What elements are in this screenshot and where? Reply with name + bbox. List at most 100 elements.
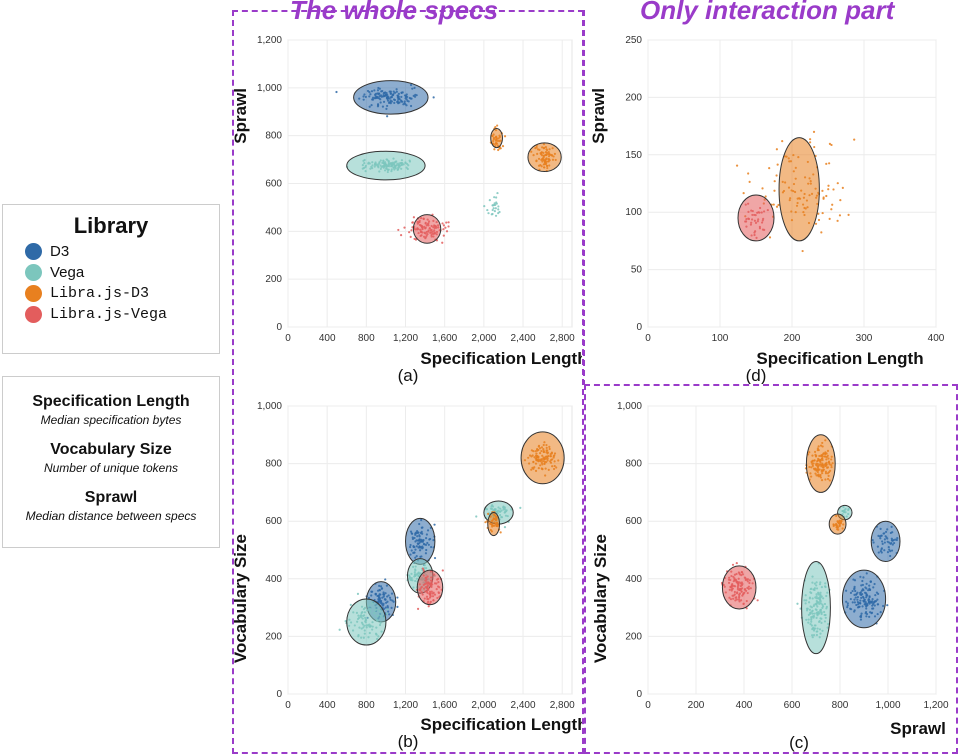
x-tick-label: 100 [712,333,729,344]
x-axis-label: Specification Length [420,349,582,368]
data-point [776,163,779,166]
data-point [397,228,400,232]
data-point [777,203,780,207]
data-point [442,228,445,231]
data-point [386,115,389,118]
data-point [447,225,450,228]
data-point [498,210,501,214]
data-point [828,162,831,165]
data-point [356,592,360,595]
legend-swatch-vega [25,264,42,281]
data-point [827,188,830,191]
x-axis-label: Sprawl [890,719,946,738]
x-tick-label: 400 [319,333,336,344]
x-tick-label: 1,200 [393,700,418,711]
cluster-hull [490,127,503,149]
data-point [839,199,842,202]
data-point [731,563,735,566]
y-tick-label: 50 [631,265,643,276]
x-tick-label: 0 [645,333,651,344]
data-point [442,224,445,227]
series-d3 [841,520,901,629]
data-point [441,569,444,572]
data-point [764,195,767,198]
legend-title: Library [73,213,149,238]
data-point [413,237,416,241]
data-point [427,605,430,608]
data-point [821,189,824,192]
data-point [825,194,828,198]
chart-d: 0 100 200 300 400 0 50 100 150 200 250 Specificatio… [589,35,945,384]
data-point [422,569,425,572]
data-point [748,180,751,184]
cluster-hull [737,194,775,242]
y-tick-label: 0 [636,322,642,333]
cluster-hull [801,561,831,655]
data-point [497,208,500,211]
series-libra-js-vega [737,194,775,242]
chart-a: 0 400 800 1,200 1,600 2,000 2,400 2,800 0 200 400 6… [232,35,582,385]
data-point [445,221,448,224]
data-point [386,608,389,611]
legend-label-vega: Vega [50,264,85,281]
x-tick-label: 2,800 [550,700,575,711]
data-point [809,141,812,144]
y-tick-label: 200 [265,631,282,642]
panel-caption: (a) [398,366,419,385]
x-tick-label: 800 [358,700,375,711]
legend: Library D3 Vega Libra.js-D3 Libra.js-Veg… [2,204,220,354]
legend-item-libra-d3: Libra.js-D3 [25,285,219,302]
chart-b: 0 400 800 1,200 1,600 2,000 2,400 2,800 0 200 400 6… [232,401,582,751]
definition-term-spec-length: Specification Length [32,393,190,410]
data-point [827,184,830,187]
legend-swatch-libra-d3 [25,285,42,302]
x-tick-label: 0 [285,333,291,344]
data-point [772,203,775,206]
y-axis-label: Vocabulary Size [232,534,250,663]
data-point [781,140,784,143]
data-point [796,602,799,605]
data-point [503,135,507,138]
y-axis-label: Vocabulary Size [591,534,610,663]
data-point [830,208,833,211]
cluster-hull [353,80,429,115]
legend-item-vega: Vega [25,264,219,281]
data-point [501,144,505,148]
data-point [735,164,739,167]
y-tick-label: 200 [625,92,642,103]
data-point [742,192,745,195]
x-tick-label: 200 [688,700,705,711]
data-point [497,148,500,152]
y-tick-label: 1,000 [617,401,642,412]
data-point [773,180,776,183]
data-point [841,186,844,189]
data-point [447,221,450,224]
cluster-hull [487,512,501,537]
data-point [773,189,776,192]
data-point [433,523,436,526]
data-point [494,126,497,129]
data-point [817,218,821,222]
legend-label-d3: D3 [50,243,70,260]
data-point [822,196,825,199]
definition-term-vocab-size: Vocabulary Size [50,441,172,458]
x-tick-label: 2,000 [471,333,496,344]
x-tick-label: 2,000 [471,700,496,711]
data-point [491,212,494,216]
cluster-hull [841,569,887,629]
data-point [801,249,804,253]
x-axis-label: Specification Length [756,349,923,368]
series-libra-js-vega [397,213,450,244]
definition-term-sprawl: Sprawl [84,489,138,506]
legend-item-libra-vega: Libra.js-Vega [25,306,219,323]
data-point [814,222,818,225]
y-tick-label: 250 [625,35,642,46]
y-tick-label: 800 [265,459,282,470]
data-point [496,124,499,127]
data-point [820,231,823,234]
data-point [399,234,403,237]
data-point [411,221,414,224]
data-point [442,234,445,237]
x-tick-label: 0 [285,700,291,711]
chart-c: 0 200 400 600 800 1,000 1,200 0 200 400 600 800 1,00… [591,401,949,752]
